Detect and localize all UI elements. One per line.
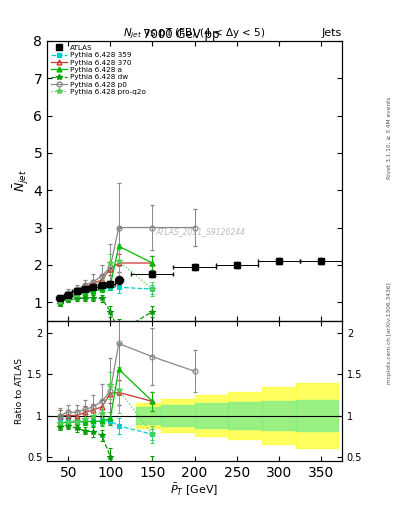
Legend: ATLAS, Pythia 6.428 359, Pythia 6.428 370, Pythia 6.428 a, Pythia 6.428 dw, Pyth: ATLAS, Pythia 6.428 359, Pythia 6.428 37… (50, 43, 148, 96)
Text: Jets: Jets (321, 28, 342, 38)
Y-axis label: $\bar{N}_{jet}$: $\bar{N}_{jet}$ (11, 169, 31, 193)
X-axis label: $\bar{P}_T$ [GeV]: $\bar{P}_T$ [GeV] (171, 482, 219, 499)
Title: $N_{jet}$ vs pT (FB) (4 < $\Delta$y < 5): $N_{jet}$ vs pT (FB) (4 < $\Delta$y < 5) (123, 27, 266, 41)
Text: 7000 GeV pp: 7000 GeV pp (143, 28, 219, 41)
Y-axis label: Ratio to ATLAS: Ratio to ATLAS (15, 358, 24, 424)
Text: Rivet 3.1.10, ≥ 3.4M events: Rivet 3.1.10, ≥ 3.4M events (387, 97, 391, 180)
Text: ATLAS_2011_S9126244: ATLAS_2011_S9126244 (155, 227, 246, 236)
Text: mcplots.cern.ch [arXiv:1306.3436]: mcplots.cern.ch [arXiv:1306.3436] (387, 282, 391, 383)
